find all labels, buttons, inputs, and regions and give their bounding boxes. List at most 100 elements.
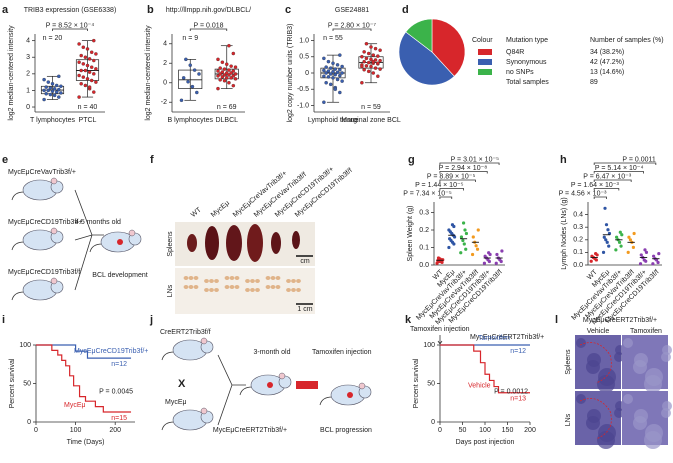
- y-tick-label: 0: [305, 70, 309, 77]
- bracket: [439, 171, 488, 174]
- data-point: [627, 235, 631, 239]
- bracket: [439, 162, 500, 165]
- lymph-node: [193, 285, 199, 289]
- tail: [89, 243, 103, 253]
- data-point: [483, 254, 487, 258]
- y-axis-label: log2 copy number units (TRIB3): [287, 24, 294, 123]
- data-point: [322, 56, 326, 61]
- tail: [11, 191, 25, 201]
- data-point: [94, 52, 98, 56]
- data-point: [44, 91, 48, 96]
- data-point: [459, 251, 463, 255]
- data-point: [77, 73, 81, 78]
- lymph-node: [214, 279, 219, 283]
- y-tick-label: 0.4: [573, 211, 583, 218]
- data-point: [601, 250, 606, 254]
- data-point: [642, 258, 646, 262]
- x-tick-label: 50: [459, 427, 467, 434]
- tail: [11, 291, 25, 301]
- data-point: [224, 76, 229, 80]
- y-tick-label: 4: [26, 37, 30, 44]
- lymph-node: [245, 288, 250, 292]
- table-cell: Q84R: [506, 49, 524, 56]
- y-tick-label: 0: [26, 104, 30, 111]
- data-point: [87, 85, 92, 89]
- micrographs: [575, 335, 672, 449]
- box: [178, 69, 203, 89]
- lymph-node: [188, 285, 194, 289]
- data-point: [338, 53, 342, 57]
- data-point: [435, 261, 439, 265]
- photo: [175, 222, 315, 266]
- lymph-node: [275, 276, 281, 280]
- bracket: [593, 196, 607, 199]
- y-axis-label: log2 median-centered intensity: [145, 25, 152, 121]
- x-tick-label: 0: [34, 427, 38, 434]
- y-tick-label: 0.2: [419, 227, 429, 234]
- data-point: [77, 95, 81, 99]
- lymph-node: [255, 279, 260, 283]
- y-tick-label: 0.0: [419, 262, 429, 269]
- data-point: [83, 68, 88, 73]
- lymph-node: [265, 285, 271, 289]
- data-point: [328, 72, 333, 76]
- tail: [319, 396, 333, 406]
- data-point: [602, 235, 606, 239]
- x-tick-label: 100: [479, 427, 491, 434]
- data-point: [186, 80, 190, 84]
- data-point: [233, 77, 238, 81]
- data-point: [59, 91, 63, 95]
- lymph-node: [265, 276, 271, 280]
- data-point: [218, 78, 222, 82]
- series-label: Tamoxifen: [478, 335, 510, 342]
- data-point: [216, 69, 220, 73]
- x-tick-label: 200: [524, 427, 536, 434]
- data-point: [77, 42, 81, 46]
- data-point: [92, 72, 96, 76]
- p-value: P = 0.0011: [622, 156, 656, 163]
- data-point: [79, 68, 83, 73]
- spleen: [226, 225, 242, 261]
- table-cell: 89: [590, 79, 598, 86]
- y-axis-label: Lymph Nodes (LNs) (g): [561, 197, 568, 270]
- pie-slice: [431, 18, 466, 77]
- data-point: [471, 235, 475, 239]
- p-value: P = 7.34 × 10⁻⁵: [403, 190, 452, 197]
- chart-title: TRIB3 expression (GSE6338): [24, 7, 117, 14]
- spleen: [271, 232, 281, 254]
- panel-label: g: [408, 154, 415, 166]
- data-point: [632, 231, 636, 236]
- data-point: [188, 63, 192, 67]
- lymph-node: [234, 276, 240, 280]
- mouse-ear: [200, 337, 208, 345]
- data-point: [476, 228, 480, 232]
- n-label: n=15: [111, 415, 127, 422]
- data-point: [373, 46, 378, 51]
- lymph-node: [188, 276, 194, 280]
- genotype: MycEμCreERT2Trib3f/+: [213, 427, 287, 434]
- data-point: [216, 74, 220, 78]
- data-point: [626, 250, 630, 254]
- swatch: [478, 49, 492, 55]
- data-point: [322, 100, 326, 105]
- table-header: Number of samples (%): [590, 37, 664, 44]
- lymph-node: [270, 285, 276, 289]
- mouse-ear: [200, 407, 208, 415]
- data-point: [362, 50, 366, 54]
- mouse-ear: [50, 277, 58, 285]
- data-point: [328, 82, 333, 87]
- data-point: [604, 238, 608, 242]
- series-label: MycEμ: [64, 402, 86, 409]
- tail: [11, 241, 25, 251]
- panel-label: k: [405, 314, 412, 326]
- data-point: [92, 38, 96, 43]
- data-point: [614, 248, 618, 252]
- arrow: [74, 189, 104, 291]
- bracket: [439, 179, 476, 182]
- data-point: [44, 85, 48, 89]
- data-point: [464, 247, 468, 251]
- data-point: [224, 62, 229, 66]
- p-value: P = 8.52 × 10⁻⁴: [46, 22, 95, 29]
- data-point: [376, 61, 380, 66]
- y-tick-label: 2: [26, 71, 30, 78]
